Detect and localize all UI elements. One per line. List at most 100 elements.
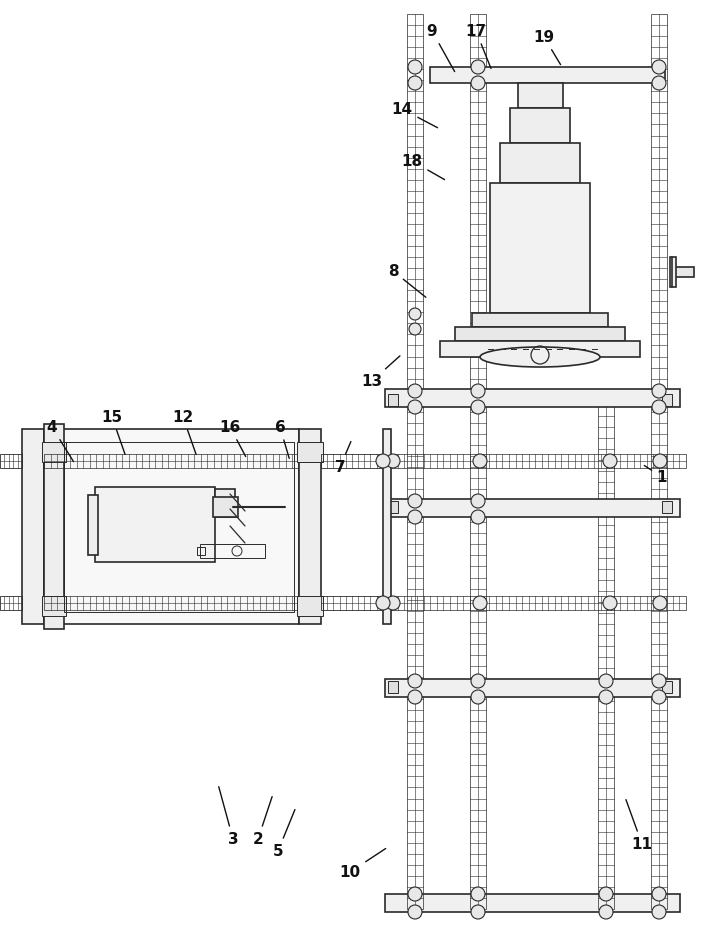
Circle shape <box>386 596 400 610</box>
Text: 5: 5 <box>273 810 295 859</box>
Text: 17: 17 <box>465 25 491 69</box>
Bar <box>388 394 398 407</box>
Bar <box>88 495 98 555</box>
Circle shape <box>376 596 390 610</box>
Circle shape <box>471 401 485 414</box>
Circle shape <box>471 690 485 704</box>
Bar <box>500 144 580 184</box>
Text: 9: 9 <box>427 25 455 72</box>
Circle shape <box>471 494 485 508</box>
Bar <box>44 454 299 468</box>
Bar <box>44 425 64 629</box>
Text: 13: 13 <box>361 356 400 389</box>
Bar <box>662 502 672 513</box>
Bar <box>662 394 672 407</box>
Circle shape <box>652 401 666 414</box>
Bar <box>385 894 680 912</box>
Circle shape <box>471 61 485 75</box>
Bar <box>440 342 640 358</box>
Bar <box>388 682 398 693</box>
Circle shape <box>652 674 666 688</box>
Bar <box>0 454 22 468</box>
Ellipse shape <box>480 347 600 367</box>
Text: 3: 3 <box>219 787 238 846</box>
Circle shape <box>599 905 613 919</box>
Bar <box>215 489 235 518</box>
Bar <box>670 258 676 288</box>
Text: 6: 6 <box>275 420 289 459</box>
Circle shape <box>408 510 422 525</box>
Bar <box>44 429 299 625</box>
Bar <box>213 498 238 518</box>
Circle shape <box>471 674 485 688</box>
Bar <box>598 394 614 909</box>
Circle shape <box>408 385 422 399</box>
Bar <box>470 15 486 909</box>
Bar <box>297 443 323 463</box>
Circle shape <box>653 596 667 610</box>
Circle shape <box>603 596 617 610</box>
Bar <box>510 109 570 144</box>
Bar <box>472 313 608 327</box>
Circle shape <box>603 454 617 468</box>
Circle shape <box>599 690 613 704</box>
Circle shape <box>471 385 485 399</box>
Text: 11: 11 <box>626 800 652 852</box>
Circle shape <box>408 494 422 508</box>
Bar <box>430 68 665 84</box>
Bar <box>388 502 398 513</box>
Circle shape <box>652 385 666 399</box>
Bar <box>42 596 66 616</box>
Text: 10: 10 <box>340 848 386 880</box>
Bar <box>22 429 44 625</box>
Bar <box>662 682 672 693</box>
Circle shape <box>471 905 485 919</box>
Bar <box>0 596 22 610</box>
Circle shape <box>471 510 485 525</box>
Bar <box>391 596 686 610</box>
Bar <box>383 429 391 625</box>
Bar <box>455 327 625 342</box>
Circle shape <box>652 690 666 704</box>
Bar <box>197 547 205 555</box>
Circle shape <box>471 77 485 90</box>
Circle shape <box>408 905 422 919</box>
Bar <box>407 15 423 909</box>
Bar <box>391 454 686 468</box>
Bar <box>490 184 590 313</box>
Circle shape <box>409 308 421 321</box>
Circle shape <box>409 324 421 336</box>
Bar <box>385 500 680 518</box>
Circle shape <box>408 77 422 90</box>
Text: 2: 2 <box>252 797 272 846</box>
Bar <box>321 454 389 468</box>
Circle shape <box>376 454 390 468</box>
Circle shape <box>471 887 485 901</box>
Circle shape <box>473 454 487 468</box>
Text: 14: 14 <box>392 103 437 129</box>
Text: 1: 1 <box>645 466 667 485</box>
Bar <box>64 443 294 612</box>
Circle shape <box>599 887 613 901</box>
Circle shape <box>386 454 400 468</box>
Bar <box>95 487 215 563</box>
Bar <box>42 443 66 463</box>
Bar <box>672 268 694 278</box>
Text: 4: 4 <box>46 420 74 462</box>
Circle shape <box>408 690 422 704</box>
Bar <box>200 545 265 559</box>
Circle shape <box>652 61 666 75</box>
Circle shape <box>408 887 422 901</box>
Bar <box>321 596 389 610</box>
Circle shape <box>653 454 667 468</box>
Bar <box>299 429 321 625</box>
Bar <box>518 84 563 109</box>
Circle shape <box>652 887 666 901</box>
Text: 12: 12 <box>172 410 196 455</box>
Circle shape <box>652 77 666 90</box>
Bar <box>385 389 680 407</box>
Text: 16: 16 <box>219 420 245 457</box>
Circle shape <box>652 905 666 919</box>
Text: 15: 15 <box>101 410 125 455</box>
Bar <box>44 596 299 610</box>
